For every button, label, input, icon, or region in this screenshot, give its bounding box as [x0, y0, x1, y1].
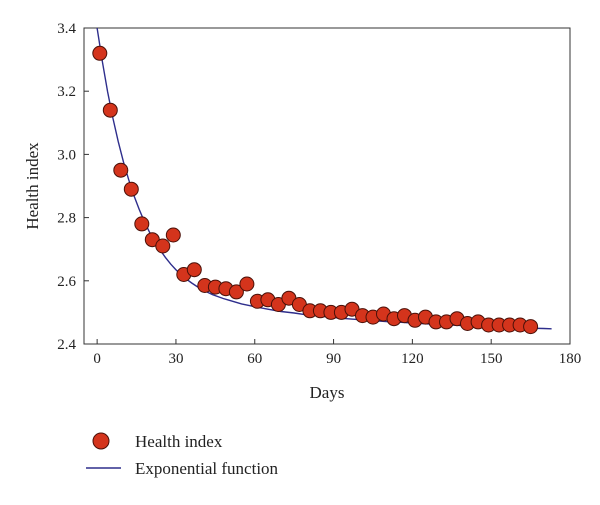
data-point-7: [165, 227, 181, 243]
y-tick-label-0: 2.4: [57, 337, 76, 353]
axis-ticks: 0 30 60 90 120 150 180 2.4 2.6 2.8 3.0 3.2 3.4: [57, 21, 581, 367]
data-point-41: [523, 319, 539, 335]
data-point-4: [134, 216, 150, 232]
legend-marker-health-index: [92, 432, 110, 450]
y-tick-label-3: 3.0: [57, 147, 76, 163]
x-tick-label-1: 30: [168, 351, 183, 367]
data-point-13: [228, 284, 244, 300]
y-axis-title: Health index: [23, 142, 42, 230]
legend: Health index Exponential function: [86, 432, 279, 478]
data-point-3: [123, 181, 139, 197]
x-tick-label-2: 60: [247, 351, 262, 367]
y-tick-label-4: 3.2: [57, 84, 76, 100]
y-tick-label-2: 2.8: [57, 211, 76, 227]
data-point-6: [155, 238, 171, 254]
x-tick-label-5: 150: [480, 351, 503, 367]
legend-label-exponential: Exponential function: [135, 459, 279, 478]
legend-label-health-index: Health index: [135, 432, 223, 451]
x-tick-label-4: 120: [401, 351, 424, 367]
x-tick-label-3: 90: [326, 351, 341, 367]
data-point-9: [186, 262, 202, 278]
plot-frame: [83, 27, 571, 345]
data-point-1: [102, 102, 118, 118]
x-tick-label-0: 0: [93, 351, 101, 367]
data-point-14: [239, 276, 255, 292]
x-axis-title: Days: [310, 383, 345, 402]
y-tick-label-5: 3.4: [57, 21, 76, 37]
y-tick-label-1: 2.6: [57, 274, 76, 290]
points-group: [92, 45, 539, 335]
data-point-2: [113, 162, 129, 178]
x-tick-label-6: 180: [559, 351, 582, 367]
curve-group: [96, 28, 552, 330]
data-point-0: [92, 45, 108, 61]
exponential-fit-line: [96, 28, 552, 330]
